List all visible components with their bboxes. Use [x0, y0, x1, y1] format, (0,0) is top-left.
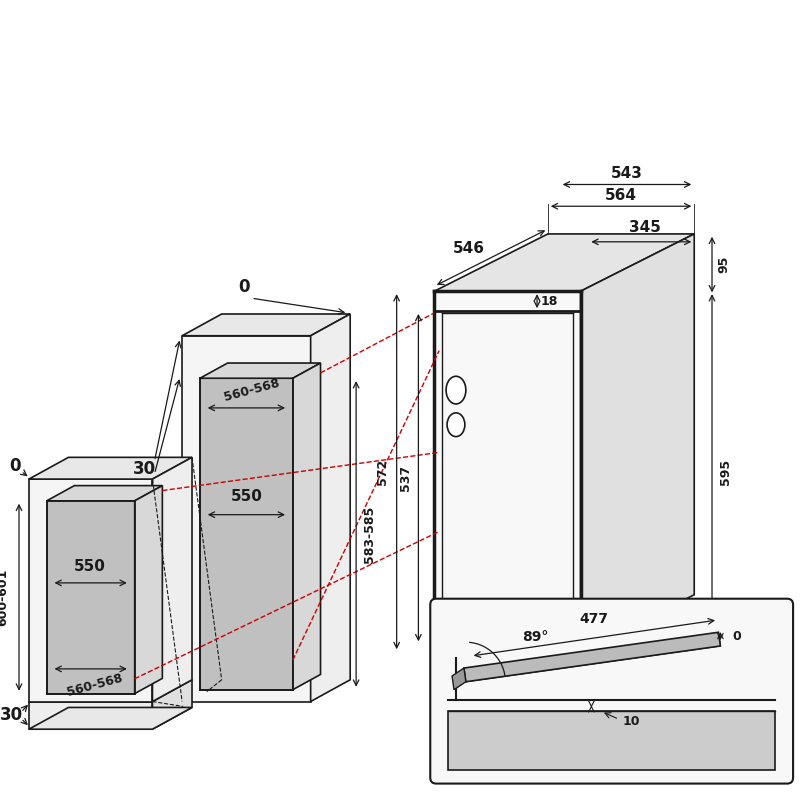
Text: 550: 550: [74, 558, 106, 574]
Polygon shape: [452, 668, 466, 690]
Text: 546: 546: [453, 242, 485, 256]
Polygon shape: [200, 378, 293, 690]
Text: 0: 0: [238, 278, 250, 296]
Polygon shape: [464, 632, 720, 682]
Polygon shape: [434, 234, 694, 291]
Text: 560-568: 560-568: [222, 377, 281, 404]
Polygon shape: [29, 702, 153, 730]
Text: 543: 543: [611, 166, 643, 181]
Text: 572: 572: [376, 459, 390, 486]
Text: 18: 18: [540, 294, 558, 308]
Polygon shape: [46, 501, 134, 694]
Text: 30: 30: [0, 706, 22, 724]
Polygon shape: [581, 234, 694, 652]
Polygon shape: [434, 291, 581, 652]
Polygon shape: [464, 634, 719, 674]
Polygon shape: [153, 458, 192, 702]
Text: 30: 30: [133, 460, 156, 478]
Polygon shape: [153, 680, 192, 730]
Polygon shape: [200, 363, 321, 378]
Text: 95: 95: [718, 256, 730, 274]
Ellipse shape: [447, 413, 465, 437]
Text: 20: 20: [443, 687, 461, 700]
Text: 583-585: 583-585: [363, 506, 377, 563]
Text: 89°: 89°: [522, 630, 548, 644]
FancyBboxPatch shape: [430, 598, 793, 783]
Polygon shape: [46, 486, 162, 501]
Text: 595: 595: [719, 459, 732, 486]
Text: 564: 564: [605, 188, 637, 203]
Polygon shape: [29, 458, 192, 479]
Polygon shape: [29, 479, 153, 702]
Text: 477: 477: [580, 612, 609, 626]
Text: 0: 0: [732, 630, 741, 642]
Text: 600-601: 600-601: [0, 569, 10, 626]
Text: 10: 10: [622, 714, 640, 728]
Text: 550: 550: [230, 490, 262, 504]
Polygon shape: [29, 707, 192, 730]
Text: 5: 5: [486, 659, 494, 673]
Text: 595: 595: [491, 688, 523, 703]
Polygon shape: [466, 642, 720, 682]
Text: 345: 345: [629, 221, 661, 235]
Text: 537: 537: [399, 465, 412, 491]
Text: 0: 0: [10, 457, 21, 475]
Polygon shape: [182, 336, 310, 702]
Polygon shape: [134, 486, 162, 694]
Text: 560-568: 560-568: [66, 672, 125, 699]
Polygon shape: [465, 638, 720, 678]
Polygon shape: [448, 711, 775, 770]
Polygon shape: [310, 314, 350, 702]
Polygon shape: [293, 363, 321, 690]
Ellipse shape: [446, 376, 466, 404]
Polygon shape: [182, 314, 350, 336]
